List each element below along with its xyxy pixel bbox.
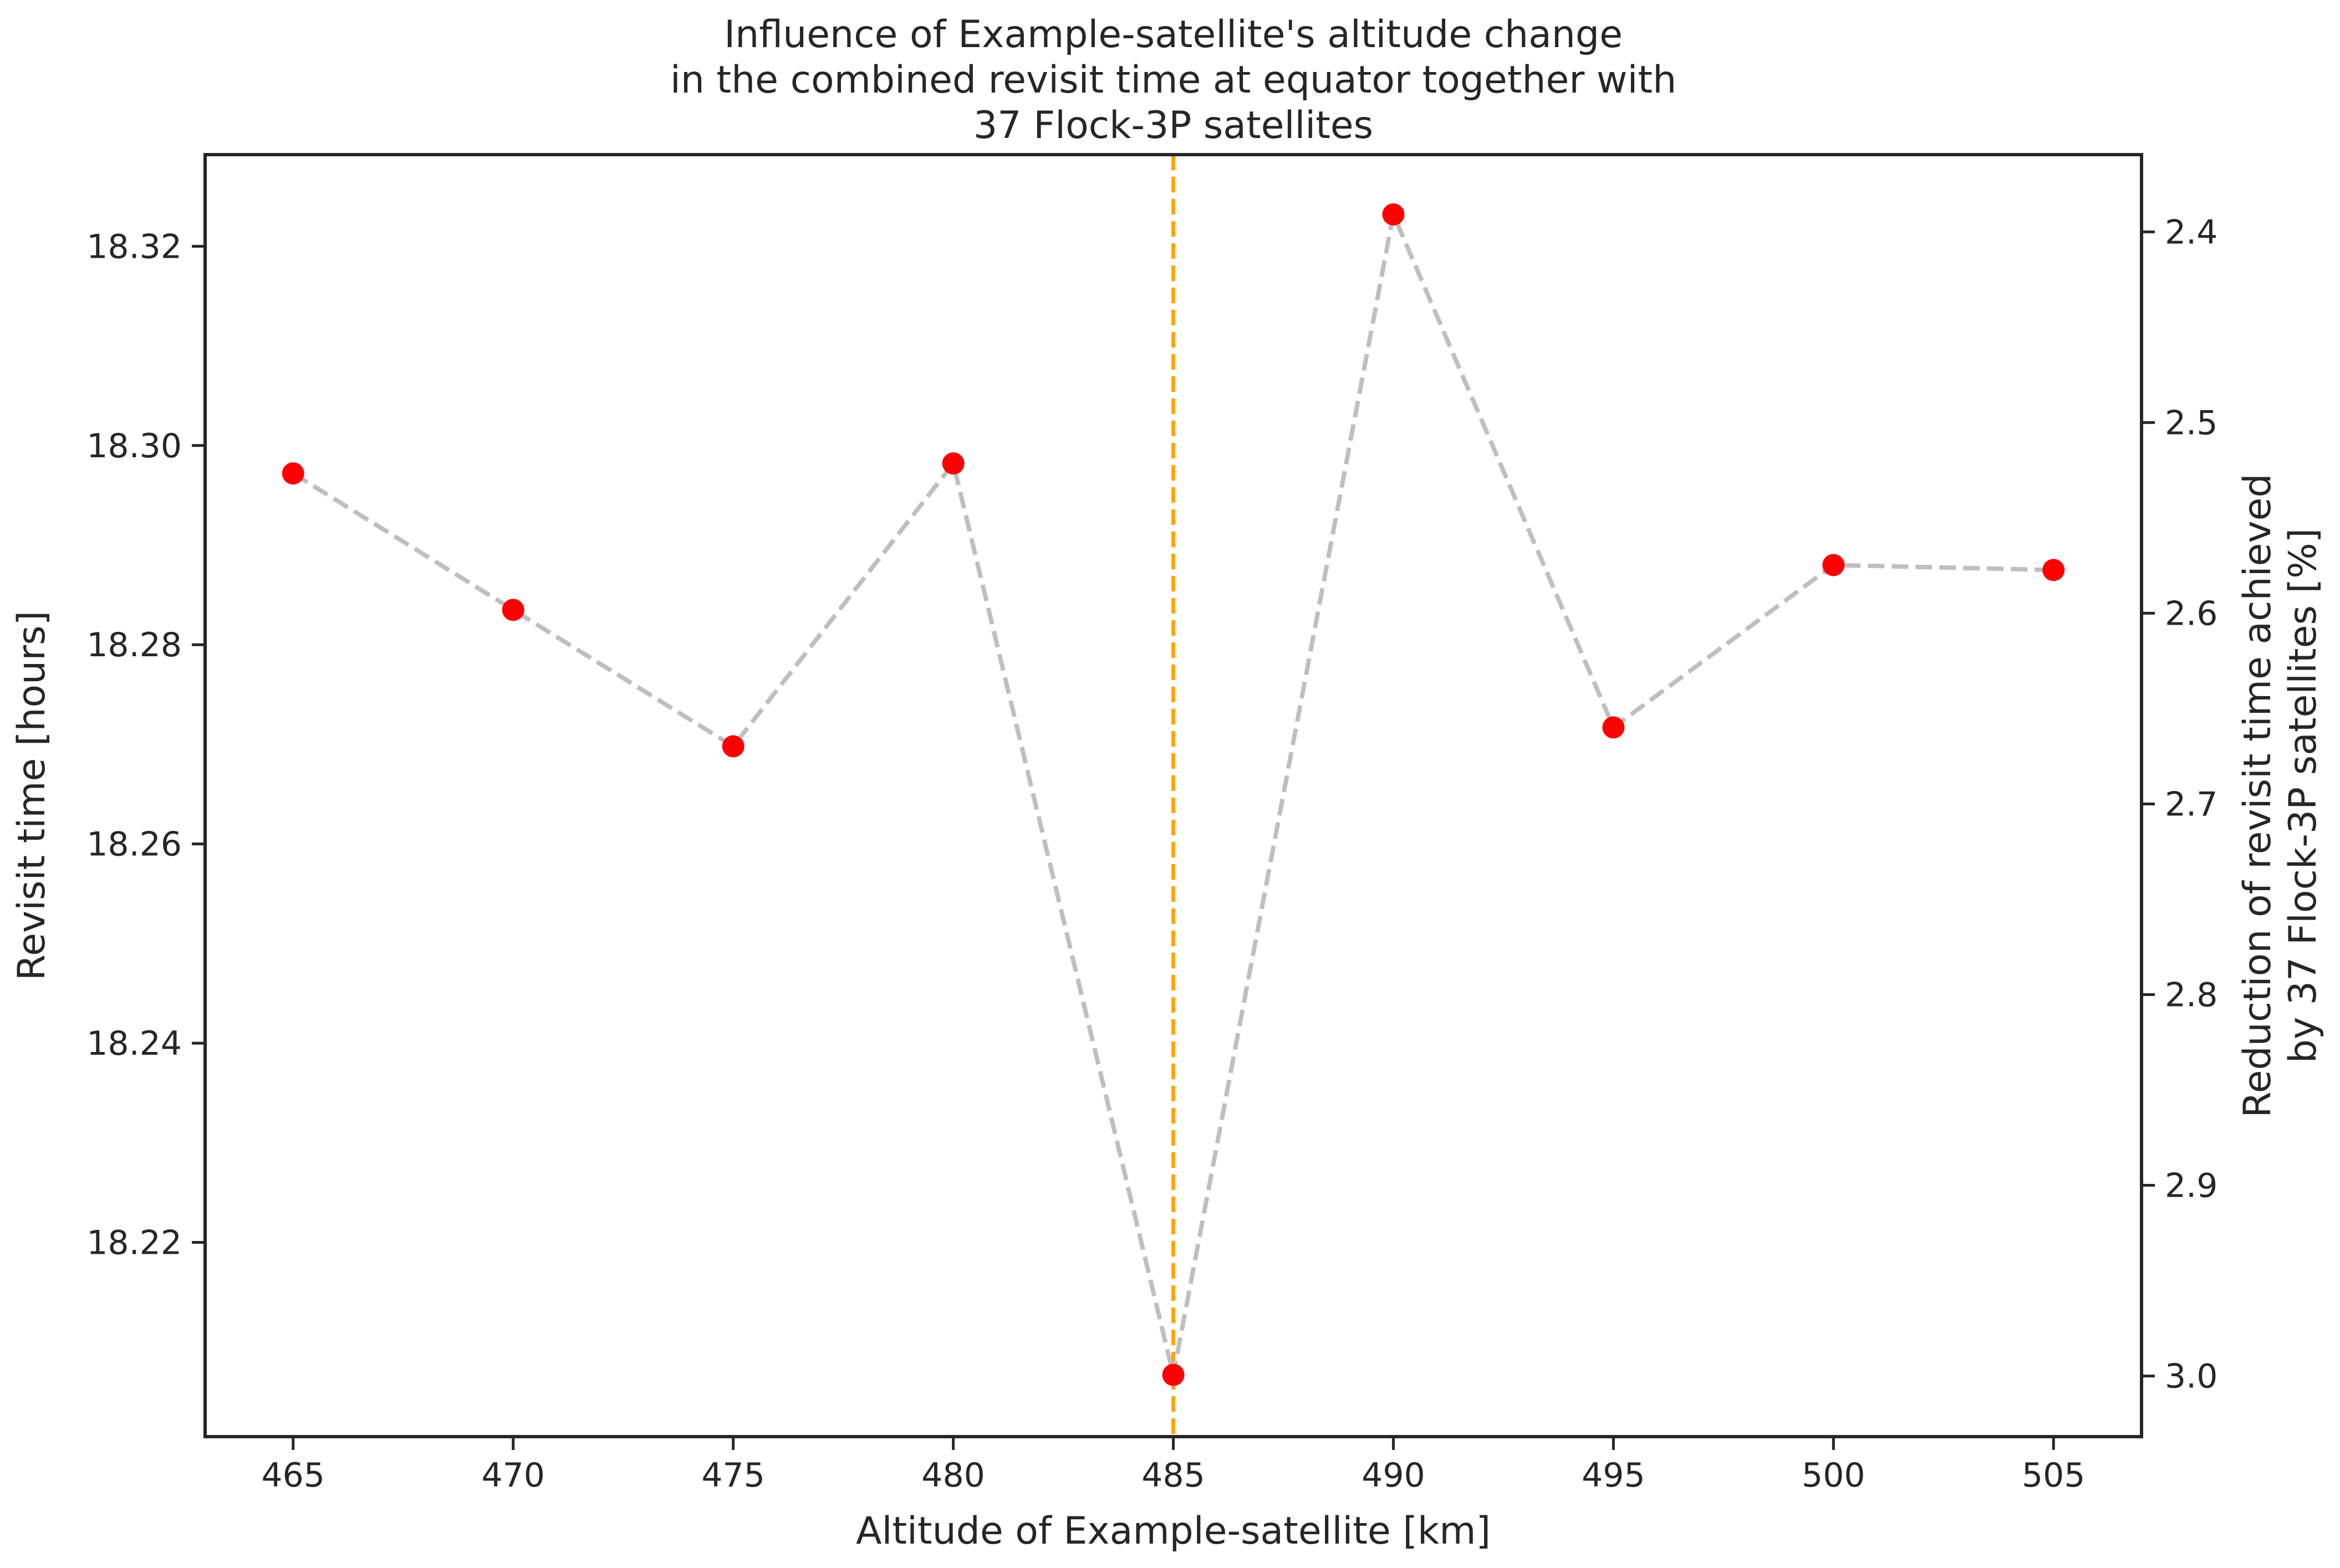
x-tick-label-465: 465 bbox=[262, 1456, 325, 1495]
data-point-495 bbox=[1602, 716, 1625, 739]
y-right-label-line-2: by 37 Flock-3P satellites [%] bbox=[2281, 528, 2325, 1063]
chart-title-line-2: in the combined revisit time at equator … bbox=[670, 58, 1676, 102]
x-tick-label-480: 480 bbox=[921, 1456, 985, 1495]
y-axis-right-label: Reduction of revisit time achieved by 37 … bbox=[2236, 473, 2325, 1117]
y-right-tick-label-2.9: 2.9 bbox=[2165, 1167, 2217, 1206]
data-point-480 bbox=[942, 452, 965, 475]
data-point-490 bbox=[1382, 203, 1405, 226]
y-right-tick-label-2.5: 2.5 bbox=[2165, 404, 2217, 442]
y-axis-right: 2.4 2.5 2.6 2.7 2.8 2.9 3.0 bbox=[2142, 213, 2217, 1396]
y-tick-label-18.28: 18.28 bbox=[86, 626, 182, 665]
y-right-tick-label-2.8: 2.8 bbox=[2165, 976, 2217, 1015]
chart-title-line-1: Influence of Example-satellite's altitud… bbox=[724, 13, 1623, 57]
x-axis: 465 470 475 480 485 490 495 500 505 bbox=[262, 1437, 2086, 1495]
y-right-label-line-1: Reduction of revisit time achieved bbox=[2236, 473, 2280, 1117]
x-tick-label-485: 485 bbox=[1141, 1456, 1205, 1495]
y-right-tick-label-2.6: 2.6 bbox=[2165, 594, 2217, 633]
y-right-tick-label-2.7: 2.7 bbox=[2165, 785, 2217, 824]
y-axis-left: 18.22 18.24 18.26 18.28 18.30 18.32 bbox=[86, 227, 205, 1263]
y-tick-label-18.30: 18.30 bbox=[86, 427, 182, 466]
x-tick-label-505: 505 bbox=[2022, 1456, 2086, 1495]
x-axis-label: Altitude of Example-satellite [km] bbox=[856, 1509, 1491, 1553]
x-tick-label-500: 500 bbox=[1802, 1456, 1865, 1495]
plot-area bbox=[203, 153, 2143, 1438]
y-axis-label: Revisit time [hours] bbox=[10, 611, 54, 980]
data-point-505 bbox=[2042, 559, 2065, 581]
data-point-470 bbox=[502, 599, 524, 621]
x-tick-label-475: 475 bbox=[701, 1456, 765, 1495]
data-point-485 bbox=[1162, 1363, 1185, 1386]
x-tick-label-495: 495 bbox=[1582, 1456, 1645, 1495]
y-tick-label-18.24: 18.24 bbox=[86, 1024, 182, 1063]
x-tick-label-490: 490 bbox=[1362, 1456, 1425, 1495]
chart-title: Influence of Example-satellite's altitud… bbox=[670, 13, 1676, 147]
x-tick-label-470: 470 bbox=[481, 1456, 545, 1495]
y-tick-label-18.32: 18.32 bbox=[86, 227, 182, 266]
chart-title-line-3: 37 Flock-3P satellites bbox=[973, 104, 1373, 147]
data-point-500 bbox=[1822, 554, 1845, 576]
data-point-475 bbox=[722, 735, 745, 758]
y-tick-label-18.22: 18.22 bbox=[86, 1224, 182, 1263]
y-right-tick-label-3.0: 3.0 bbox=[2165, 1357, 2217, 1396]
data-point-465 bbox=[282, 462, 304, 485]
y-tick-label-18.26: 18.26 bbox=[86, 825, 182, 864]
y-right-tick-label-2.4: 2.4 bbox=[2165, 213, 2217, 252]
